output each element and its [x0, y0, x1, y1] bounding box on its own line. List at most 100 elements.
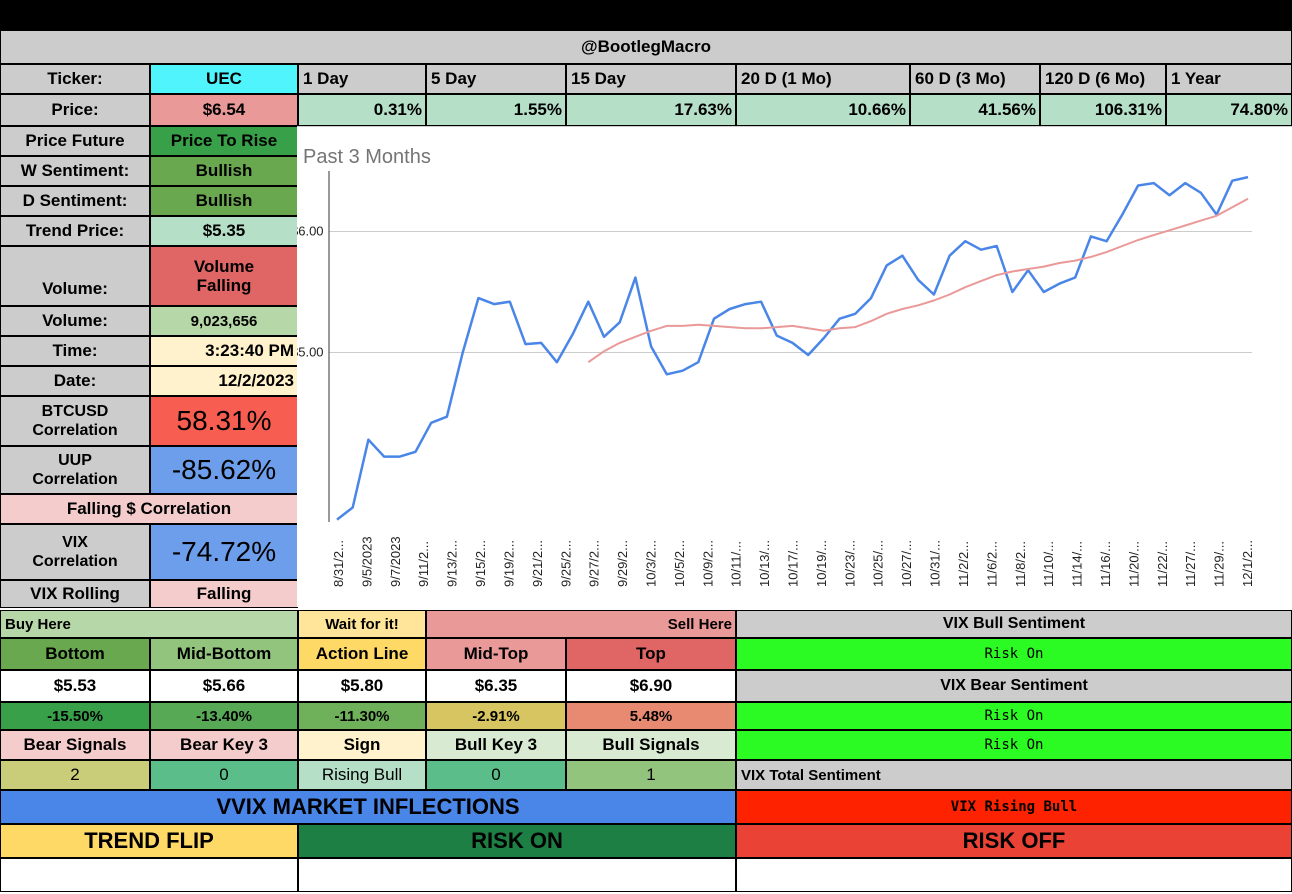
period-header-3: 20 D (1 Mo) [736, 64, 910, 94]
x-tick-label-15: 10/13/... [757, 540, 772, 587]
wait-label: Wait for it! [298, 610, 426, 638]
vix-bear-sentiment-value-2: Risk On [736, 730, 1292, 760]
period-header-2: 15 Day [566, 64, 736, 94]
x-tick-label-25: 11/10/... [1041, 541, 1056, 587]
period-return-1: 1.55% [426, 94, 566, 126]
vix-total-sentiment-label: VIX Total Sentiment [736, 760, 1292, 790]
w-sentiment-value: Bullish [150, 156, 298, 186]
level-pct-mid-top: -2.91% [426, 702, 566, 730]
level-pct-bottom: -15.50% [0, 702, 150, 730]
series-line-0 [336, 175, 1249, 521]
volume-status-line1: Volume [193, 257, 255, 276]
period-return-5: 106.31% [1040, 94, 1166, 126]
header-handle: @BootlegMacro [0, 30, 1292, 64]
volume-status-line2: Falling [196, 276, 252, 295]
period-header-5: 120 D (6 Mo) [1040, 64, 1166, 94]
level-price-action-line: $5.80 [298, 670, 426, 702]
x-tick-label-11: 10/3/2... [643, 540, 658, 587]
x-tick-label-14: 10/11/... [729, 541, 744, 587]
x-tick-label-19: 10/25/... [871, 540, 886, 587]
btc-correlation-label: BTCUSD Correlation [0, 396, 150, 446]
series-line-1 [587, 197, 1249, 364]
trend-flip-cell[interactable] [0, 858, 298, 892]
signal-value-bull-signals: 1 [566, 760, 736, 790]
volume-status-value: Volume Falling [150, 246, 298, 306]
period-return-2: 17.63% [566, 94, 736, 126]
btc-label-line2: Correlation [32, 422, 118, 439]
x-tick-label-24: 11/8/2... [1013, 541, 1028, 587]
falling-dollar-correlation: Falling $ Correlation [0, 494, 298, 524]
x-tick-label-22: 11/2/2... [956, 541, 971, 587]
ticker-value[interactable]: UEC [150, 64, 298, 94]
volume-status-label: Volume: [0, 246, 150, 306]
x-tick-label-3: 9/11/2... [416, 541, 431, 587]
risk-on-header: RISK ON [298, 824, 736, 858]
x-tick-label-26: 11/14/... [1070, 541, 1085, 587]
signal-value-bear-signals: 2 [0, 760, 150, 790]
period-return-4: 41.56% [910, 94, 1040, 126]
risk-off-header: RISK OFF [736, 824, 1292, 858]
vvix-inflections-banner: VVIX MARKET INFLECTIONS [0, 790, 736, 824]
uup-correlation-label: UUP Correlation [0, 446, 150, 494]
x-tick-label-23: 11/6/2... [984, 541, 999, 587]
x-tick-label-4: 9/13/2... [445, 540, 460, 587]
date-label: Date: [0, 366, 150, 396]
period-return-0: 0.31% [298, 94, 426, 126]
level-header-bottom: Bottom [0, 638, 150, 670]
price-future-value: Price To Rise [150, 126, 298, 156]
x-tick-label-12: 10/5/2... [672, 540, 687, 587]
x-tick-label-27: 11/16/... [1098, 541, 1113, 587]
signal-value-bull-key: 0 [426, 760, 566, 790]
x-tick-label-20: 10/27/... [899, 540, 914, 587]
time-value: 3:23:40 PM [150, 336, 298, 366]
level-pct-mid-bottom: -13.40% [150, 702, 298, 730]
btc-correlation-value: 58.31% [150, 396, 298, 446]
period-header-6: 1 Year [1166, 64, 1292, 94]
signal-header-bull-key: Bull Key 3 [426, 730, 566, 760]
period-header-1: 5 Day [426, 64, 566, 94]
x-tick-label-28: 11/20/... [1126, 541, 1141, 587]
x-tick-label-16: 10/17/... [786, 540, 801, 587]
level-pct-action-line: -11.30% [298, 702, 426, 730]
price-chart[interactable]: Past 3 Months $6.00 $5.00 8/31/2... 9/5/2023… [291, 126, 1292, 607]
x-tick-label-17: 10/19/... [814, 540, 829, 587]
x-tick-label-31: 11/29/... [1212, 541, 1227, 587]
signal-header-bear-signals: Bear Signals [0, 730, 150, 760]
trend-flip-header: TREND FLIP [0, 824, 298, 858]
level-header-action-line: Action Line [298, 638, 426, 670]
level-price-mid-top: $6.35 [426, 670, 566, 702]
y-tick-label-1: $5.00 [297, 345, 324, 360]
signal-header-bull-signals: Bull Signals [566, 730, 736, 760]
date-value: 12/2/2023 [150, 366, 298, 396]
vix-bull-sentiment-label: VIX Bull Sentiment [736, 610, 1292, 638]
uup-label-line2: Correlation [32, 471, 118, 488]
x-tick-label-1: 9/5/2023 [359, 536, 374, 587]
vix-rolling-value: Falling [150, 580, 298, 608]
risk-on-cell[interactable] [298, 858, 736, 892]
x-tick-label-5: 9/15/2... [473, 540, 488, 587]
sell-here-label: Sell Here [426, 610, 736, 638]
price-label: Price: [0, 94, 150, 126]
risk-off-cell[interactable] [736, 858, 1292, 892]
vix-label-line1: VIX [62, 534, 88, 551]
vix-label-line2: Correlation [32, 553, 118, 570]
level-header-top: Top [566, 638, 736, 670]
level-price-mid-bottom: $5.66 [150, 670, 298, 702]
level-price-top: $6.90 [566, 670, 736, 702]
w-sentiment-label: W Sentiment: [0, 156, 150, 186]
x-tick-label-8: 9/25/2... [558, 540, 573, 587]
d-sentiment-value: Bullish [150, 186, 298, 216]
buy-here-label: Buy Here [0, 610, 298, 638]
period-header-4: 60 D (3 Mo) [910, 64, 1040, 94]
x-tick-label-30: 11/27/... [1183, 541, 1198, 587]
price-value: $6.54 [150, 94, 298, 126]
y-tick-label-0: $6.00 [297, 224, 324, 239]
btc-label-line1: BTCUSD [41, 403, 109, 420]
vix-correlation-value: -74.72% [150, 524, 298, 580]
volume-value: 9,023,656 [150, 306, 298, 336]
signal-header-sign: Sign [298, 730, 426, 760]
vix-bear-sentiment-label: VIX Bear Sentiment [736, 670, 1292, 702]
vix-bull-sentiment-value: Risk On [736, 638, 1292, 670]
x-tick-label-18: 10/23/... [842, 540, 857, 587]
uup-correlation-value: -85.62% [150, 446, 298, 494]
